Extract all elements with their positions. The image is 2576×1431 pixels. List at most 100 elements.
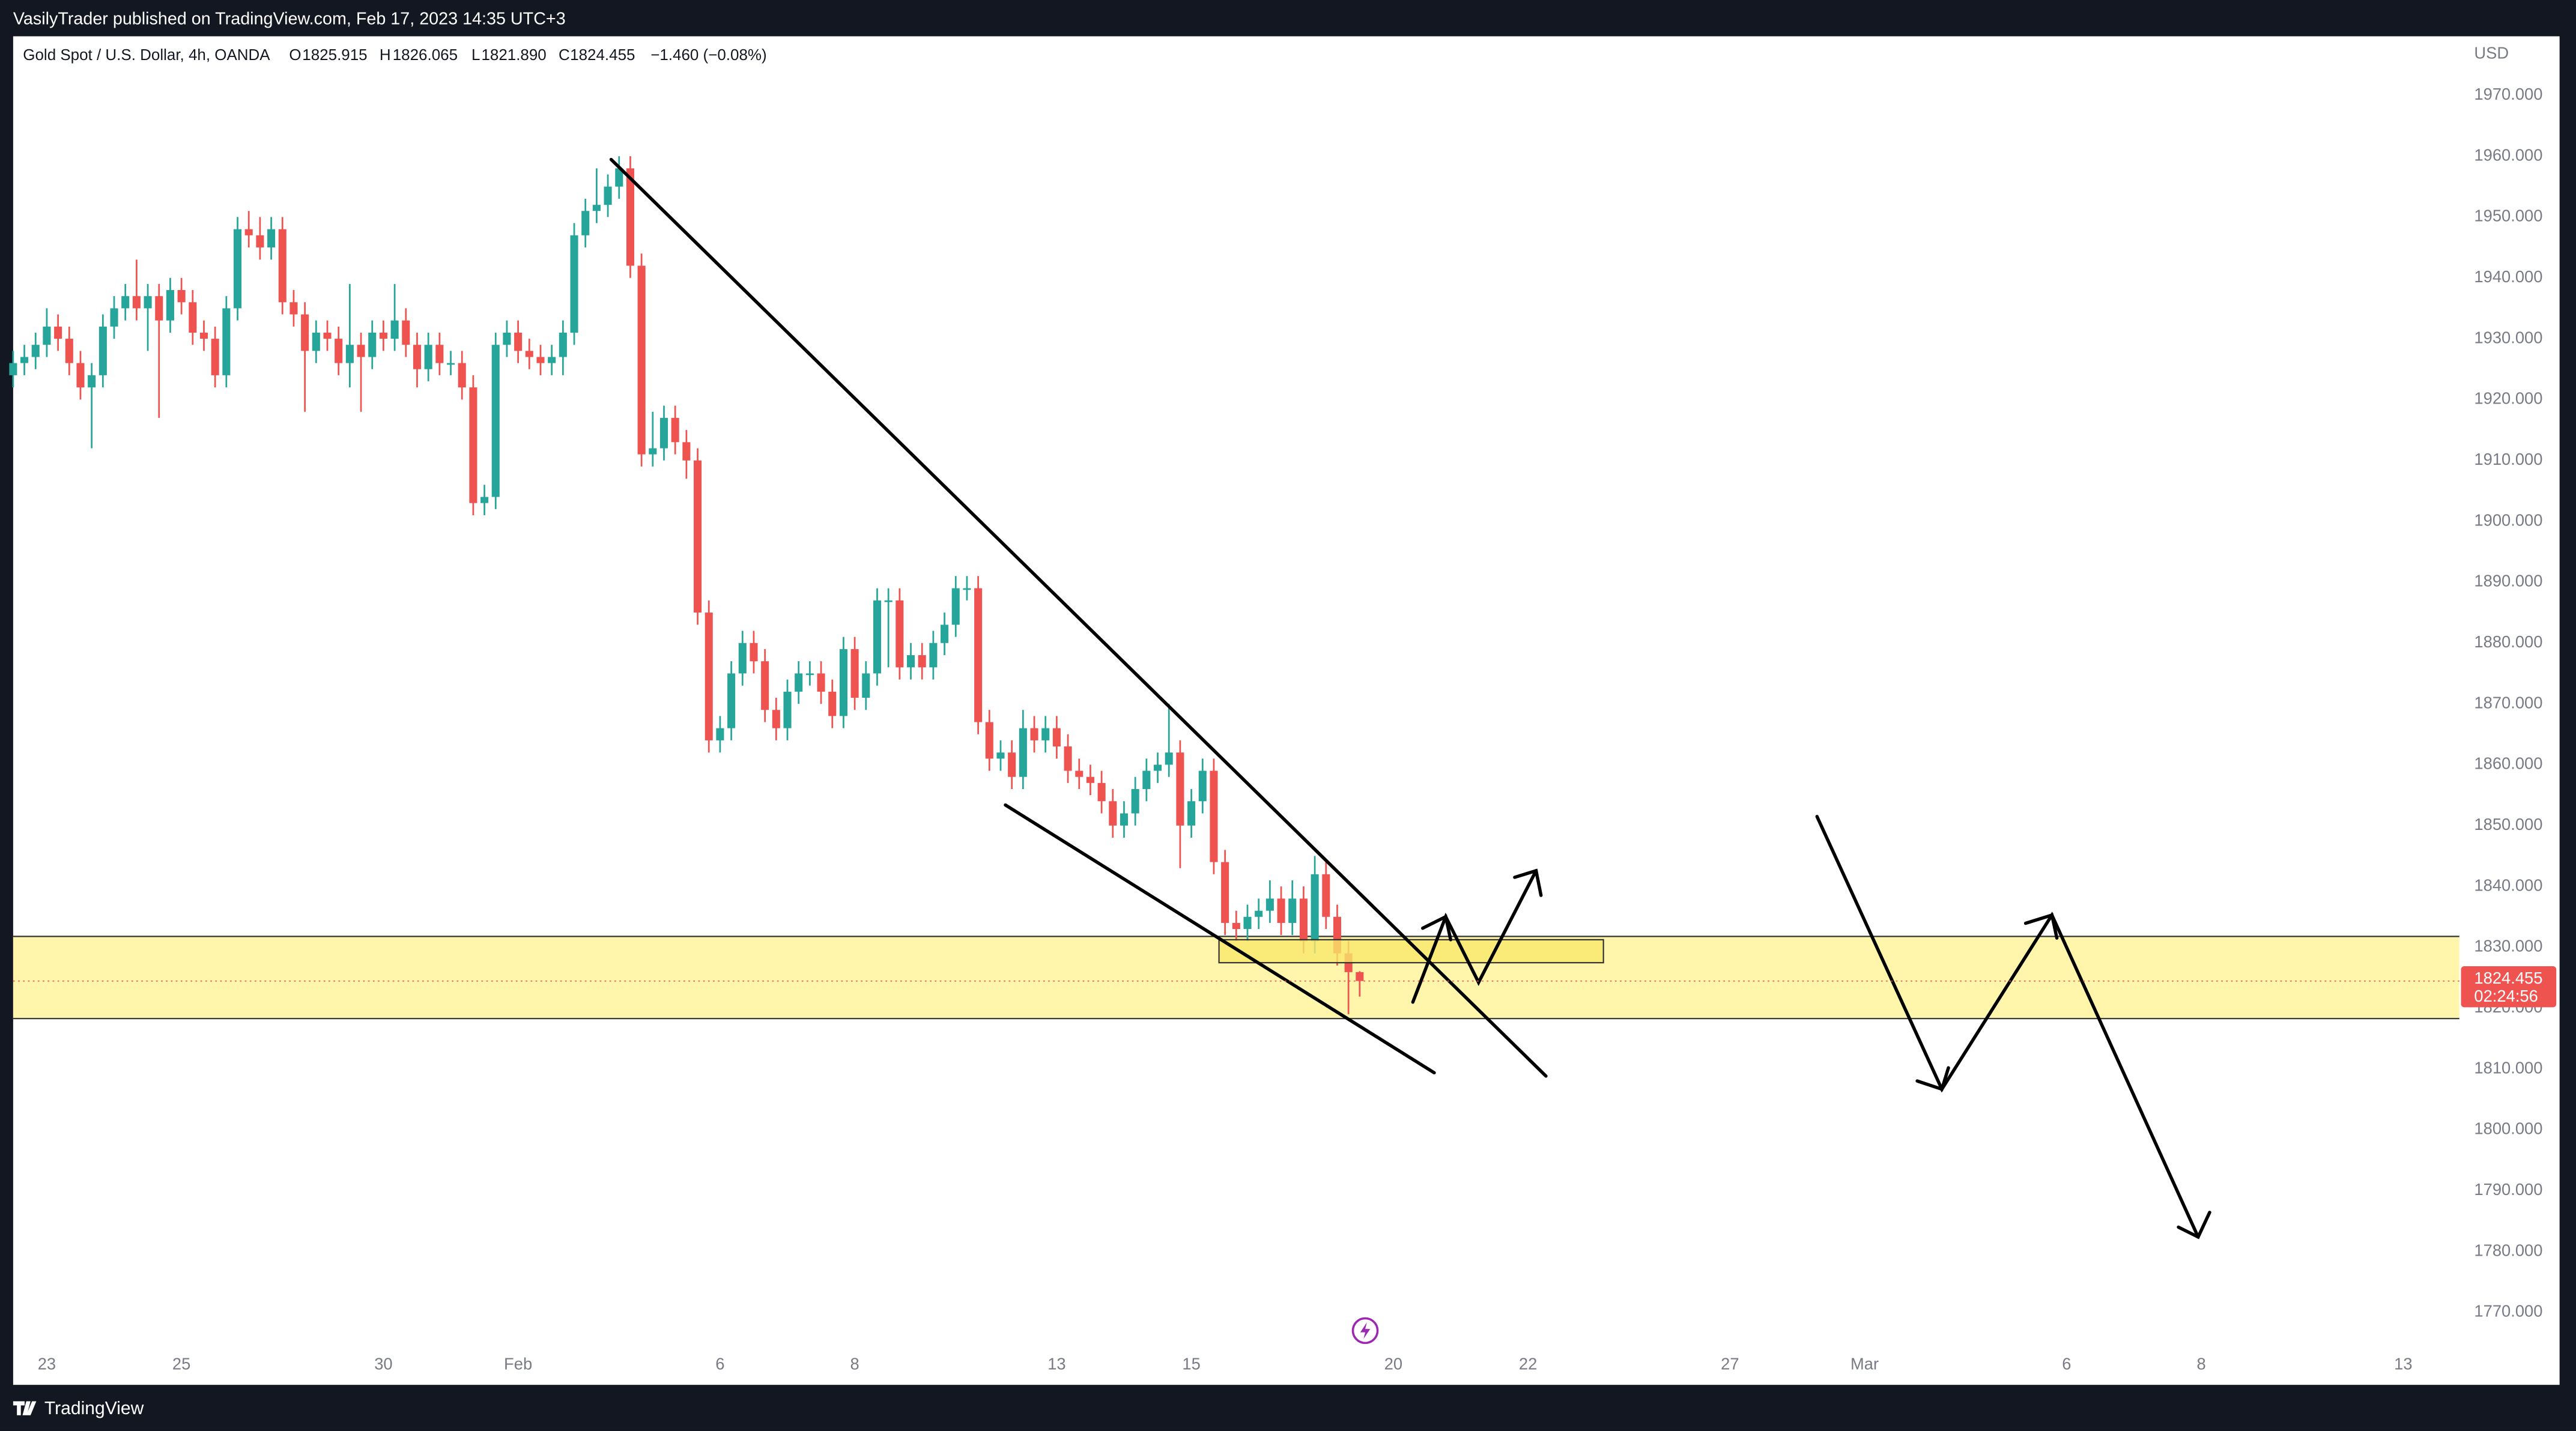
candle-body bbox=[1311, 874, 1319, 942]
candle-body bbox=[559, 332, 567, 357]
arrow-head bbox=[1513, 868, 1543, 897]
x-tick-label: Feb bbox=[504, 1355, 532, 1373]
x-tick-label: 30 bbox=[374, 1355, 392, 1373]
event-icon[interactable] bbox=[1351, 1317, 1379, 1345]
candle-body bbox=[65, 339, 73, 363]
legend-value: 1825.915 bbox=[302, 46, 367, 64]
candle-body bbox=[1052, 728, 1061, 747]
y-tick-label: 1950.000 bbox=[2474, 207, 2542, 225]
candle-body bbox=[413, 345, 422, 369]
candle-body bbox=[446, 363, 455, 365]
y-tick-label: 1790.000 bbox=[2474, 1180, 2542, 1199]
y-tick-label: 1960.000 bbox=[2474, 145, 2542, 164]
candle-body bbox=[817, 673, 825, 692]
candle-body bbox=[1008, 752, 1016, 777]
candle-body bbox=[1232, 922, 1240, 930]
symbol-title: Gold Spot / U.S. Dollar, 4h, OANDA bbox=[23, 46, 270, 64]
candle-body bbox=[963, 588, 971, 590]
candle-body bbox=[9, 363, 17, 375]
y-tick-label: 1900.000 bbox=[2474, 510, 2542, 529]
last-price-label: 1824.455 bbox=[2474, 969, 2542, 987]
candle-body bbox=[850, 649, 859, 698]
candle-body bbox=[548, 357, 556, 363]
candle-body bbox=[1097, 782, 1106, 802]
candle-body bbox=[1075, 770, 1083, 777]
candle-body bbox=[985, 722, 993, 759]
y-tick-label: 1830.000 bbox=[2474, 937, 2542, 955]
candle-body bbox=[379, 332, 387, 339]
logo bbox=[13, 1401, 37, 1415]
legend-label: L bbox=[471, 46, 480, 64]
candle-body bbox=[750, 643, 758, 662]
candle-body bbox=[862, 673, 870, 698]
legend-label: O bbox=[289, 46, 301, 64]
candle-body bbox=[918, 655, 926, 668]
y-tick-label: 1770.000 bbox=[2474, 1302, 2542, 1321]
candle-body bbox=[1064, 746, 1072, 771]
candle-body bbox=[1288, 898, 1297, 923]
candle-body bbox=[805, 673, 814, 676]
candle-body bbox=[906, 655, 915, 668]
candle-body bbox=[211, 339, 219, 375]
candle-body bbox=[795, 673, 803, 692]
candle-body bbox=[144, 296, 152, 309]
candle-body bbox=[1265, 898, 1274, 911]
candle-body bbox=[682, 442, 691, 461]
arrow-head bbox=[1421, 914, 1453, 942]
candle-body bbox=[604, 186, 612, 205]
candle-body bbox=[132, 296, 141, 309]
candle-body bbox=[592, 205, 601, 211]
candle-body bbox=[98, 326, 107, 375]
legend: Gold Spot / U.S. Dollar, 4h, OANDA O 182… bbox=[23, 46, 766, 64]
candle-body bbox=[659, 417, 668, 449]
legend-change: −1.460 (−0.08%) bbox=[650, 46, 766, 64]
candle-body bbox=[974, 588, 983, 722]
candle-body bbox=[951, 588, 960, 625]
candle-body bbox=[694, 460, 702, 613]
candle-body bbox=[581, 211, 590, 235]
candle-body bbox=[31, 345, 40, 357]
candle-body bbox=[1019, 728, 1027, 777]
candle-body bbox=[525, 351, 533, 357]
y-tick-label: 1910.000 bbox=[2474, 450, 2542, 468]
y-tick-label: 1840.000 bbox=[2474, 876, 2542, 894]
projection-arrow bbox=[1411, 869, 1538, 1004]
x-tick-label: 8 bbox=[2196, 1355, 2205, 1373]
chart-area bbox=[13, 36, 2560, 1385]
drawings bbox=[609, 157, 2211, 1239]
candle-body bbox=[637, 265, 646, 455]
candle-body bbox=[458, 363, 466, 388]
candle-body bbox=[873, 600, 882, 674]
last-price-tag bbox=[2461, 966, 2557, 1008]
candle-body bbox=[1131, 788, 1139, 814]
x-tick-label: 22 bbox=[1519, 1355, 1537, 1373]
candle-body bbox=[1277, 898, 1285, 923]
candle-body bbox=[88, 375, 96, 388]
lower-trendline bbox=[1004, 803, 1436, 1075]
x-tick-label: 13 bbox=[1047, 1355, 1065, 1373]
candle-body bbox=[1041, 728, 1050, 740]
candle-body bbox=[1176, 752, 1184, 826]
candle-body bbox=[929, 643, 938, 668]
candle-body bbox=[1109, 801, 1117, 826]
candle-body bbox=[424, 345, 432, 369]
candle-body bbox=[727, 673, 736, 728]
y-tick-label: 1890.000 bbox=[2474, 572, 2542, 590]
candle-body bbox=[615, 168, 623, 187]
y-tick-label: 1970.000 bbox=[2474, 85, 2542, 103]
candle-body bbox=[267, 229, 276, 248]
candle-body bbox=[1356, 972, 1364, 981]
legend-label: H bbox=[380, 46, 391, 64]
y-tick-label: 1880.000 bbox=[2474, 632, 2542, 651]
candle-body bbox=[76, 363, 85, 388]
x-tick-label: Mar bbox=[1850, 1355, 1879, 1373]
candle-body bbox=[1187, 801, 1196, 826]
legend-value: 1826.065 bbox=[393, 46, 458, 64]
candle-body bbox=[772, 710, 780, 728]
candle-body bbox=[1120, 813, 1129, 826]
candle-body bbox=[1299, 898, 1308, 942]
candle-body bbox=[278, 229, 286, 303]
arrow-head bbox=[1915, 1066, 1950, 1092]
projection-arrow bbox=[1815, 814, 2200, 1239]
candle-body bbox=[301, 314, 309, 351]
